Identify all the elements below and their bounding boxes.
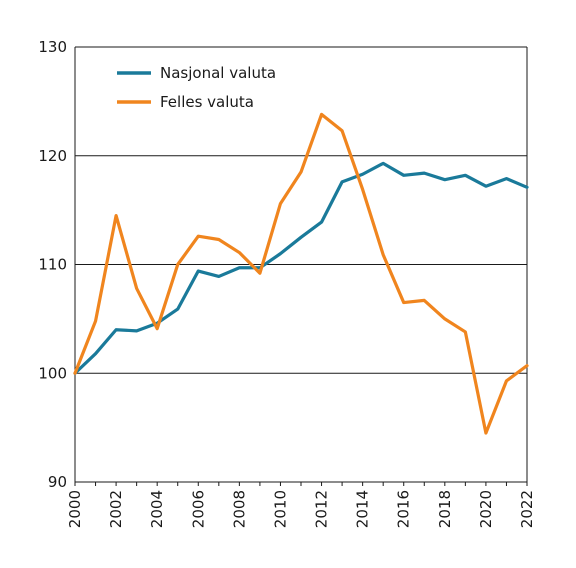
x-tick-label: 2004 <box>148 490 166 528</box>
y-tick-labels: 90 100 110 120 130 <box>38 38 67 491</box>
legend-label: Felles valuta <box>160 93 254 111</box>
x-tick-labels: 2000 2002 2004 2006 2008 2010 2012 2014 2016 2018… <box>66 490 536 528</box>
x-tick-label: 2006 <box>189 490 207 528</box>
x-tick-label: 2016 <box>395 490 413 528</box>
series-line-felles-valuta <box>73 112 529 435</box>
x-tick-label: 2022 <box>518 490 536 528</box>
y-tick-label: 120 <box>38 147 67 165</box>
x-tick-label: 2010 <box>271 490 289 528</box>
series-line-nasjonal-valuta <box>73 161 529 375</box>
x-tick-label: 2002 <box>107 490 125 528</box>
legend: Nasjonal valuta Felles valuta <box>117 64 276 111</box>
y-tick-label: 100 <box>38 364 67 382</box>
y-tick-label: 90 <box>48 473 67 491</box>
gridlines <box>75 46 527 483</box>
x-tick-label: 2014 <box>354 490 372 528</box>
x-tick-label: 2008 <box>230 490 248 528</box>
x-tick-label: 2018 <box>436 490 454 528</box>
legend-label: Nasjonal valuta <box>160 64 276 82</box>
y-tick-label: 110 <box>38 256 67 274</box>
y-tick-label: 130 <box>38 38 67 56</box>
series-lines <box>73 112 529 435</box>
x-tick-label: 2000 <box>66 490 84 528</box>
axes <box>74 47 528 486</box>
x-tick-label: 2012 <box>313 490 331 528</box>
x-tick-label: 2020 <box>477 490 495 528</box>
